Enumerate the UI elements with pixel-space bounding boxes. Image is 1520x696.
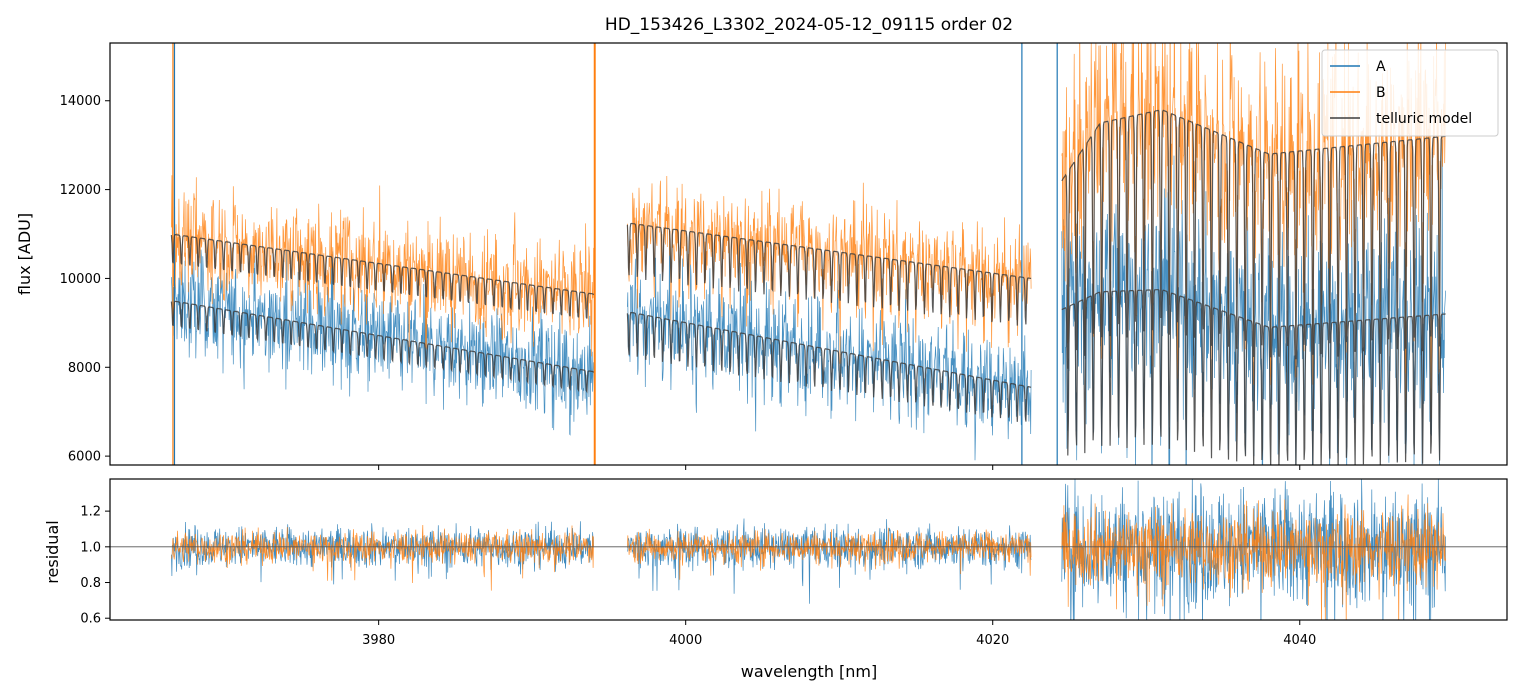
telluric-model-a-segment-1 (170, 300, 595, 394)
flux-ytick-label: 10000 (60, 272, 101, 287)
flux-ytick-label: 14000 (60, 94, 101, 109)
residual-b-segment-3 (1061, 494, 1446, 620)
legend-label-telluric: telluric model (1376, 111, 1472, 127)
residual-ytick-label: 0.8 (80, 576, 101, 591)
residual-ytick-label: 0.6 (80, 612, 101, 627)
residual-axis-label: residual (43, 520, 62, 583)
flux-panel-frame (109, 42, 1508, 466)
wavelength-xtick-label: 4000 (669, 633, 702, 648)
residual-b-segment-1 (171, 524, 594, 591)
wavelength-xtick-label: 4020 (976, 633, 1009, 648)
telluric-model-b-segment-2 (626, 222, 1032, 326)
telluric-model-b-segment-3 (1061, 109, 1446, 369)
residual-panel-frame (109, 478, 1508, 621)
series-b-segment-2 (627, 175, 1032, 364)
flux-ytick-label: 12000 (60, 183, 101, 198)
wavelength-xtick-label: 3980 (362, 633, 395, 648)
legend-label-a: A (1376, 59, 1386, 75)
flux-axis-label: flux [ADU] (15, 213, 34, 295)
wavelength-xtick-label: 4040 (1283, 633, 1316, 648)
flux-panel: 6000 8000 10000 12000 14000 flux [ADU] (15, 42, 1508, 470)
wavelength-axis-label: wavelength [nm] (741, 662, 878, 681)
series-a-segment-2 (627, 237, 1032, 461)
residual-panel: 0.6 0.8 1.0 1.2 3980 4000 4020 4040 residual wa… (43, 478, 1508, 681)
telluric-model-a-segment-3 (1061, 289, 1446, 465)
series-b-segment-1 (171, 175, 594, 357)
residual-ytick-label: 1.2 (80, 505, 101, 520)
residual-b-segment-2 (627, 527, 1032, 580)
flux-ytick-label: 8000 (68, 361, 101, 376)
telluric-model-b-segment-1 (170, 234, 595, 319)
legend: A B telluric model (1321, 49, 1499, 137)
legend-label-b: B (1376, 85, 1386, 101)
chart-title: HD_153426_L3302_2024-05-12_09115 order 0… (605, 15, 1013, 35)
flux-ytick-label: 6000 (68, 450, 101, 465)
residual-ytick-label: 1.0 (80, 540, 101, 555)
telluric-model-a-segment-2 (626, 311, 1032, 422)
legend-box (1321, 49, 1499, 137)
